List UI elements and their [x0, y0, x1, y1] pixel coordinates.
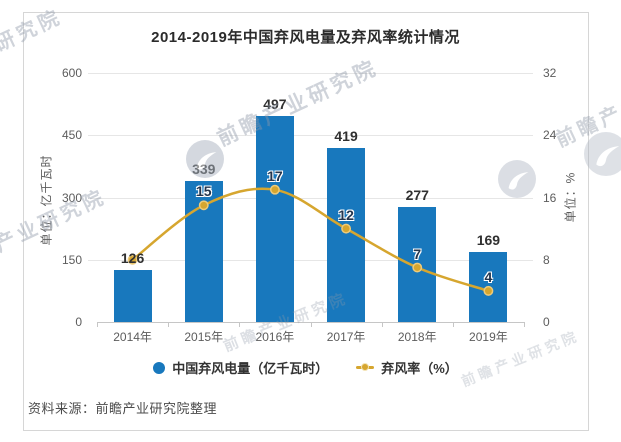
- bar-value-label: 339: [192, 161, 216, 178]
- right-axis-tick-label: 16: [543, 190, 557, 205]
- line-value-label: 7: [413, 245, 422, 262]
- watermark-logo-icon: [584, 132, 621, 176]
- x-axis-label: 2016年: [255, 330, 295, 344]
- x-axis-label: 2015年: [184, 330, 224, 344]
- line-value-label: 15: [195, 183, 212, 200]
- gridline: [88, 135, 533, 137]
- bar-2015年: [184, 181, 223, 322]
- chart-frame-border: [23, 12, 589, 431]
- legend: 中国弃风电量（亿千瓦时） 弃风率（%）: [23, 358, 588, 377]
- right-axis-tick-label: 8: [543, 252, 550, 267]
- bar-series-dot-icon: [153, 361, 166, 374]
- line-value-label: 4: [484, 268, 493, 285]
- bar-value-label: 169: [476, 231, 501, 248]
- right-axis-tick-label: 24: [543, 128, 557, 143]
- source-caption: 资料来源：前瞻产业研究院整理: [28, 401, 218, 416]
- left-axis-tick-label: 0: [75, 315, 82, 329]
- legend-label-line-series: 弃风率（%）: [381, 361, 458, 376]
- line-value-label: 17: [267, 167, 283, 184]
- left-axis-tick-label: 450: [61, 128, 82, 143]
- left-axis-tick-label: 300: [61, 190, 82, 205]
- x-axis-label: 2018年: [397, 330, 437, 344]
- bar-value-label: 126: [120, 249, 145, 266]
- bar-value-label: 497: [263, 95, 287, 112]
- x-axis-tick: [239, 322, 241, 327]
- bar-2014年: [113, 269, 152, 322]
- x-axis-tick: [524, 322, 525, 327]
- right-axis-tick-label: 32: [543, 66, 557, 80]
- legend-item-bar-series: 中国弃风电量（亿千瓦时）: [153, 358, 328, 377]
- x-axis-label: 2017年: [326, 330, 366, 344]
- bar-2016年: [255, 115, 294, 322]
- bar-2019年: [469, 251, 508, 322]
- x-axis-tick: [310, 322, 312, 327]
- x-axis-tick: [452, 322, 454, 327]
- line-series-line-dot-icon: [356, 363, 375, 371]
- x-axis-label: 2019年: [469, 330, 508, 344]
- line-value-label: 12: [338, 206, 354, 223]
- x-axis-tick: [168, 322, 170, 327]
- left-axis-tick-label: 150: [61, 252, 82, 267]
- bar-value-label: 419: [334, 128, 358, 145]
- left-axis-title: 单位：亿千瓦时: [39, 154, 54, 246]
- gridline: [88, 197, 533, 199]
- gridline: [88, 73, 533, 74]
- x-axis-tick: [381, 322, 383, 327]
- bar-value-label: 277: [405, 187, 429, 204]
- x-axis-label: 2014年: [113, 330, 152, 344]
- legend-item-line-series: 弃风率（%）: [356, 358, 458, 377]
- x-axis-tick: [97, 322, 98, 327]
- chart-title: 2014-2019年中国弃风电量及弃风率统计情况: [151, 29, 460, 46]
- left-axis-tick-label: 600: [61, 66, 82, 80]
- legend-label-bar-series: 中国弃风电量（亿千瓦时）: [172, 361, 329, 376]
- bar-2018年: [398, 207, 437, 322]
- right-axis-title: 单位：%: [563, 171, 578, 223]
- right-axis-tick-label: 0: [543, 315, 550, 329]
- bar-2017年: [327, 148, 366, 322]
